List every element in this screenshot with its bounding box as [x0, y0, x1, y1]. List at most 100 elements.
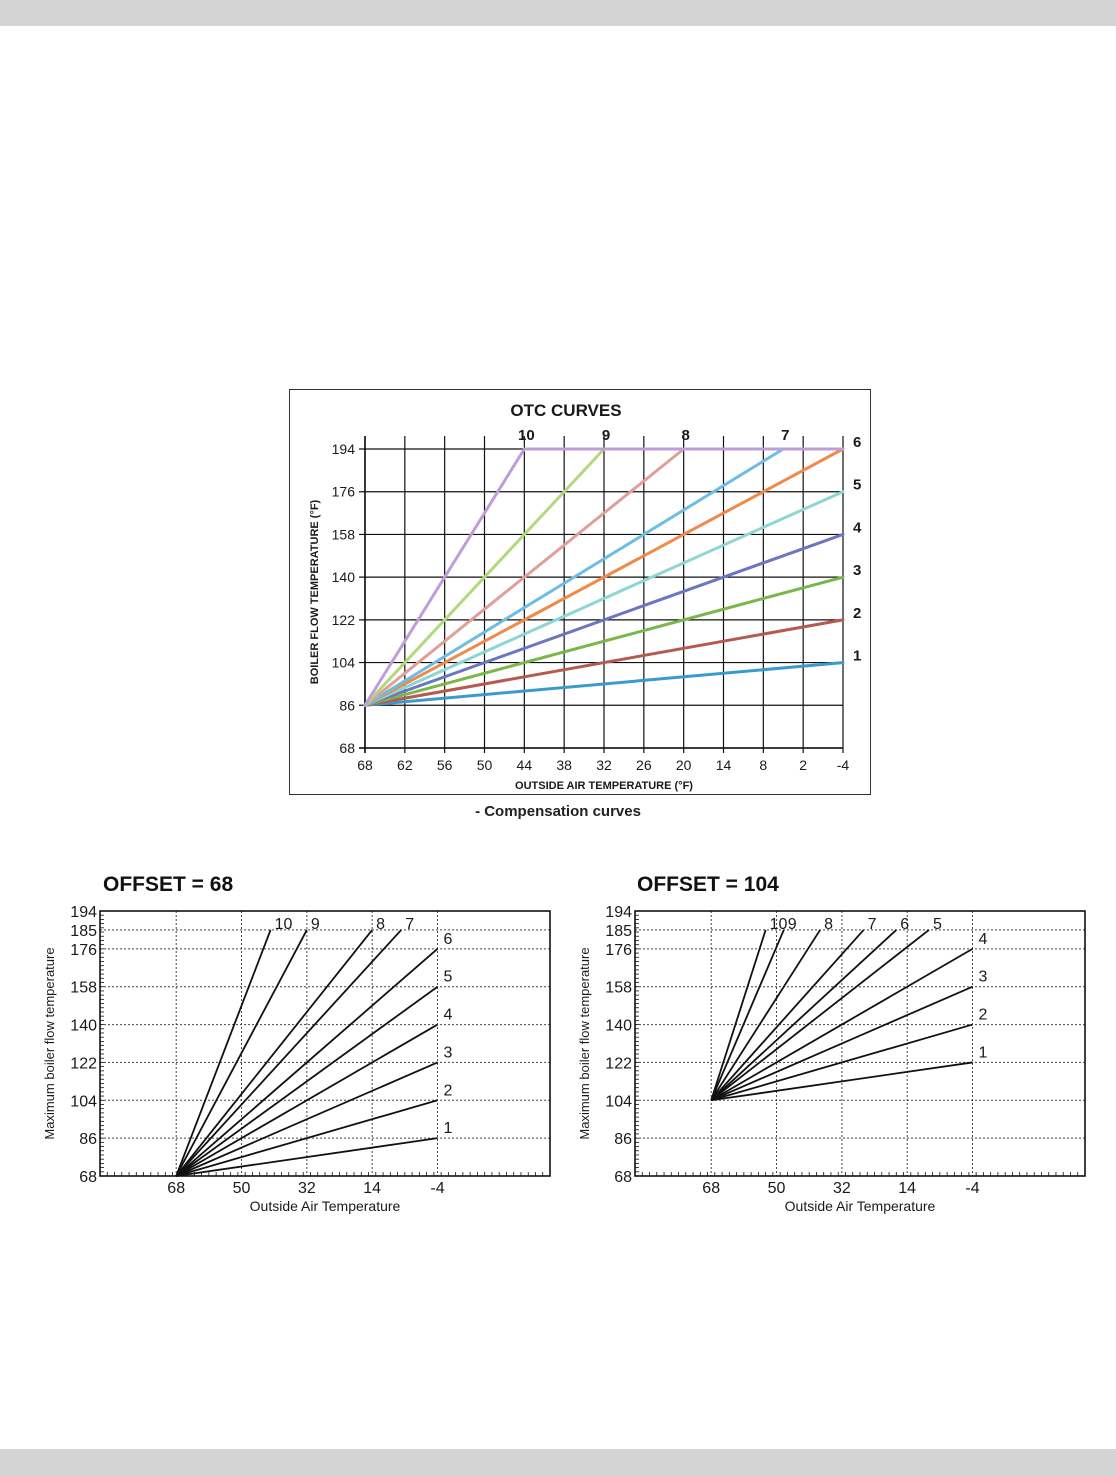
offset104-series-5-label: 5	[933, 916, 942, 933]
otc-y-tick-label: 104	[332, 655, 356, 671]
offset68-y-tick-label: 158	[70, 980, 97, 997]
offset68-series-4-line	[175, 1023, 438, 1177]
offset68-series-6-label: 6	[444, 931, 453, 948]
offset104-y-axis-label: Maximum boiler flow temperature	[577, 947, 592, 1139]
otc-y-tick-label: 140	[332, 569, 356, 585]
otc-series-3-label: 3	[853, 562, 861, 579]
offset104-series-7-label: 7	[868, 916, 877, 933]
otc-x-tick-label: 26	[636, 757, 652, 773]
otc-series-4-label: 4	[853, 519, 862, 536]
offset104-series-1-line	[711, 1061, 973, 1102]
offset68-y-tick-label: 68	[79, 1169, 97, 1186]
offset104-series-8-line	[710, 929, 821, 1101]
offset68-series-4-label: 4	[444, 1007, 453, 1024]
offset104-x-tick-label: -4	[965, 1180, 979, 1197]
offset104-series-6-label: 6	[900, 916, 909, 933]
bottom-band	[0, 1449, 1116, 1476]
otc-x-tick-label: 20	[676, 757, 692, 773]
offset68-y-tick-label: 176	[70, 942, 97, 959]
otc-x-tick-label: 62	[397, 757, 413, 773]
offset104-x-tick-label: 14	[898, 1180, 916, 1197]
otc-series-2-label: 2	[853, 605, 861, 622]
offset104-y-tick-label: 68	[614, 1169, 632, 1186]
offset104-y-tick-label: 185	[605, 923, 632, 940]
offset104-y-tick-label: 194	[605, 904, 632, 921]
offset68-y-tick-label: 86	[79, 1131, 97, 1148]
otc-x-tick-label: 56	[437, 757, 453, 773]
otc-series-5-line	[363, 490, 845, 707]
otc-x-axis-label: OUTSIDE AIR TEMPERATURE (°F)	[515, 780, 693, 792]
offset68-y-tick-label: 185	[70, 923, 97, 940]
otc-x-tick-label: 8	[759, 757, 767, 773]
offset104-series-4-line	[710, 948, 973, 1102]
offset68-x-tick-label: -4	[430, 1180, 444, 1197]
offset104-x-tick-label: 32	[833, 1180, 851, 1197]
offset68-series-1-line	[176, 1137, 438, 1177]
offset68-series-2-label: 2	[444, 1082, 453, 1099]
otc-chart-frame	[289, 389, 871, 795]
offset68-series-10-label: 10	[275, 916, 293, 933]
offset104-y-tick-label: 104	[605, 1093, 632, 1110]
offset68-series-3-line	[175, 1061, 438, 1177]
otc-series-6-label: 6	[853, 434, 861, 451]
offset-104-title: OFFSET = 104	[637, 873, 779, 896]
offset104-x-axis-label: Outside Air Temperature	[785, 1198, 936, 1214]
otc-series-9-label: 9	[602, 427, 610, 444]
offset104-y-tick-label: 140	[605, 1018, 632, 1035]
otc-y-tick-label: 122	[332, 612, 356, 628]
otc-series-4-line	[363, 532, 845, 707]
offset104-series-9-label: 9	[788, 916, 797, 933]
offset-68-title: OFFSET = 68	[103, 873, 234, 896]
otc-x-tick-label: 44	[517, 757, 533, 773]
offset68-series-9-line	[175, 929, 308, 1177]
offset68-x-tick-label: 14	[363, 1180, 381, 1197]
offset68-y-axis-label: Maximum boiler flow temperature	[42, 947, 57, 1139]
otc-x-tick-label: 14	[716, 757, 732, 773]
offset104-series-5-line	[710, 929, 930, 1101]
otc-title: OTC CURVES	[510, 401, 621, 420]
offset104-series-10-label: 10	[770, 916, 788, 933]
offset68-x-axis-label: Outside Air Temperature	[250, 1198, 401, 1214]
otc-x-tick-label: 50	[477, 757, 493, 773]
otc-y-tick-label: 194	[332, 441, 356, 457]
otc-x-tick-label: 38	[556, 757, 572, 773]
offset104-x-tick-label: 50	[768, 1180, 786, 1197]
otc-y-tick-label: 68	[339, 740, 355, 756]
offset68-y-tick-label: 104	[70, 1093, 97, 1110]
otc-y-tick-label: 176	[332, 484, 356, 500]
otc-y-tick-label: 158	[332, 526, 356, 542]
offset68-series-10-line	[175, 929, 272, 1177]
offset68-x-tick-label: 32	[298, 1180, 316, 1197]
otc-series-8-label: 8	[681, 427, 689, 444]
offset104-y-tick-label: 86	[614, 1131, 632, 1148]
offset104-series-1-label: 1	[979, 1044, 988, 1061]
top-band	[0, 0, 1116, 26]
offset68-series-6-line	[175, 948, 439, 1177]
offset104-series-2-label: 2	[979, 1007, 988, 1024]
offset68-y-tick-label: 122	[70, 1055, 97, 1072]
otc-series-7-label: 7	[781, 427, 789, 444]
offset104-y-tick-label: 176	[605, 942, 632, 959]
offset104-x-tick-label: 68	[702, 1180, 720, 1197]
offset104-series-10-line	[710, 929, 767, 1101]
offset68-frame	[99, 910, 551, 1177]
offset104-y-tick-label: 122	[605, 1055, 632, 1072]
otc-series-10-label: 10	[518, 427, 535, 444]
offset68-series-8-line	[175, 929, 373, 1177]
otc-series-10-line	[363, 447, 845, 707]
offset104-y-tick-label: 158	[605, 980, 632, 997]
offset68-y-tick-label: 140	[70, 1018, 97, 1035]
otc-series-1-line	[363, 661, 845, 707]
offset68-series-8-label: 8	[376, 916, 385, 933]
otc-y-tick-label: 86	[339, 697, 355, 713]
offset68-series-3-label: 3	[444, 1044, 453, 1061]
otc-series-5-label: 5	[853, 477, 861, 494]
offset104-series-9-line	[710, 929, 785, 1101]
offset104-series-6-line	[710, 929, 897, 1101]
offset68-series-7-label: 7	[405, 916, 414, 933]
offset104-frame	[634, 910, 1086, 1177]
otc-series-3-line	[363, 575, 845, 707]
offset104-series-3-label: 3	[979, 969, 988, 986]
offset68-series-5-line	[175, 985, 439, 1177]
